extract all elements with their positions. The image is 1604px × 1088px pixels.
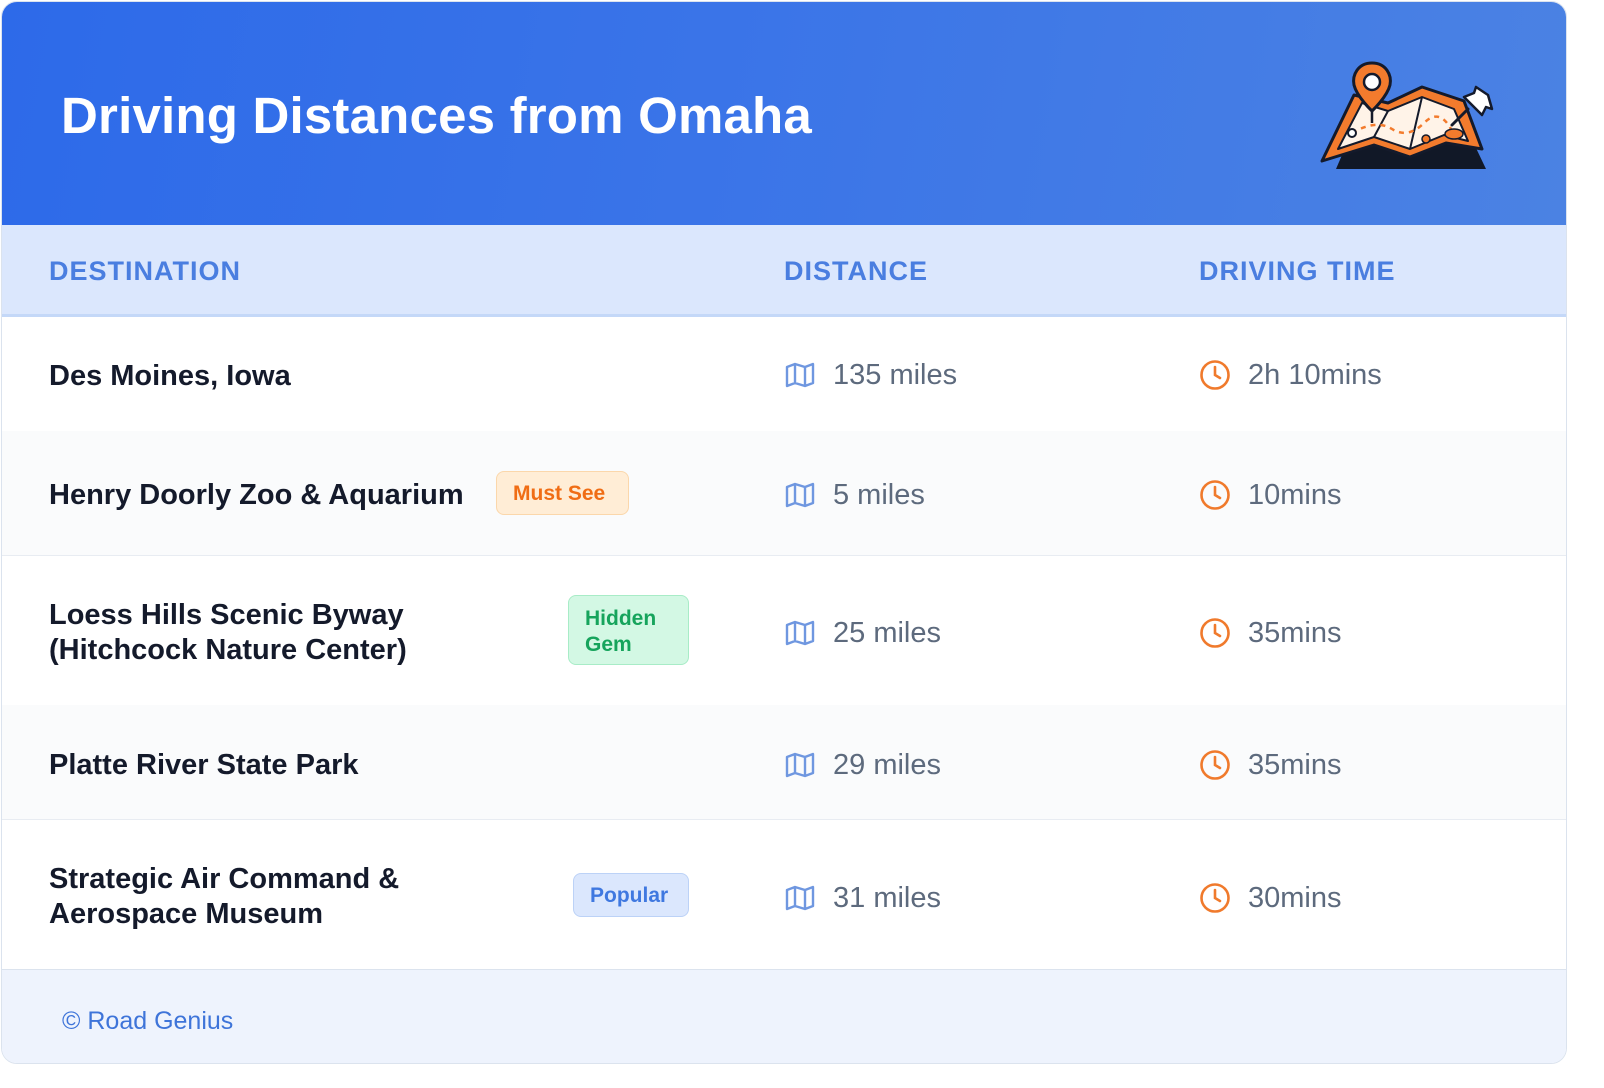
destination-name: Loess Hills Scenic Byway (Hitchcock Natu… [49,598,407,668]
badge-line2: Gem [585,633,632,656]
distance-cell: 5 miles [784,475,925,515]
distance-cell: 25 miles [784,613,941,653]
table-row: Platte River State Park 29 miles 35mins [2,705,1566,820]
time-cell: 35mins [1199,745,1342,785]
destination-name-line1: Loess Hills Scenic Byway [49,599,404,631]
distance-value: 25 miles [833,616,941,649]
destination-name: Henry Doorly Zoo & Aquarium [49,479,464,511]
clock-icon [1200,480,1230,510]
table-row: Des Moines, Iowa 135 miles 2h 10mins [2,317,1566,432]
time-value: 35mins [1248,616,1342,649]
time-cell: 30mins [1199,878,1342,918]
distance-cell: 135 miles [784,355,957,395]
distance-card: Driving Distances from Omaha DESTINATION [1,1,1567,1064]
table-row: Strategic Air Command & Aerospace Museum… [2,819,1566,969]
clock-icon [1200,618,1230,648]
clock-icon [1200,360,1230,390]
destination-name-line2: Aerospace Museum [49,898,323,930]
time-value: 35mins [1248,748,1342,781]
column-header-destination: DESTINATION [49,256,241,286]
distance-cell: 29 miles [784,745,941,785]
hidden-gem-badge: Hidden Gem [568,595,689,665]
card-header: Driving Distances from Omaha [2,2,1566,225]
distance-value: 5 miles [833,478,925,511]
time-value: 30mins [1248,881,1342,914]
map-icon [785,620,815,646]
page-title: Driving Distances from Omaha [61,87,812,144]
table-row: Loess Hills Scenic Byway (Hitchcock Natu… [2,555,1566,706]
column-header-distance: DISTANCE [784,256,929,286]
map-icon [785,752,815,778]
time-cell: 35mins [1199,613,1342,653]
table-row: Henry Doorly Zoo & Aquarium Must See 5 m… [2,431,1566,556]
distance-cell: 31 miles [784,878,941,918]
map-icon [785,885,815,911]
clock-icon [1200,883,1230,913]
distance-value: 29 miles [833,748,941,781]
popular-badge: Popular [573,873,689,917]
map-icon [785,362,815,388]
table-header: DESTINATION DISTANCE DRIVING TIME [2,225,1566,317]
must-see-badge: Must See [496,471,629,515]
destination-name-line2: (Hitchcock Nature Center) [49,634,407,666]
card-footer: © Road Genius [2,969,1566,1063]
time-value: 10mins [1248,478,1342,511]
destination-name: Des Moines, Iowa [49,360,291,392]
clock-icon [1200,750,1230,780]
distance-value: 31 miles [833,881,941,914]
time-value: 2h 10mins [1248,358,1382,391]
destination-name: Strategic Air Command & Aerospace Museum [49,862,399,932]
footer-credit: © Road Genius [62,1007,234,1035]
map-icon [785,482,815,508]
time-cell: 2h 10mins [1199,355,1382,395]
column-header-driving-time: DRIVING TIME [1199,256,1396,286]
badge-line1: Hidden [585,607,657,630]
map-pin-illustration-icon [1320,61,1494,169]
destination-name-line1: Strategic Air Command & [49,863,400,895]
distance-value: 135 miles [833,358,958,391]
destination-name: Platte River State Park [49,749,359,781]
time-cell: 10mins [1199,475,1342,515]
